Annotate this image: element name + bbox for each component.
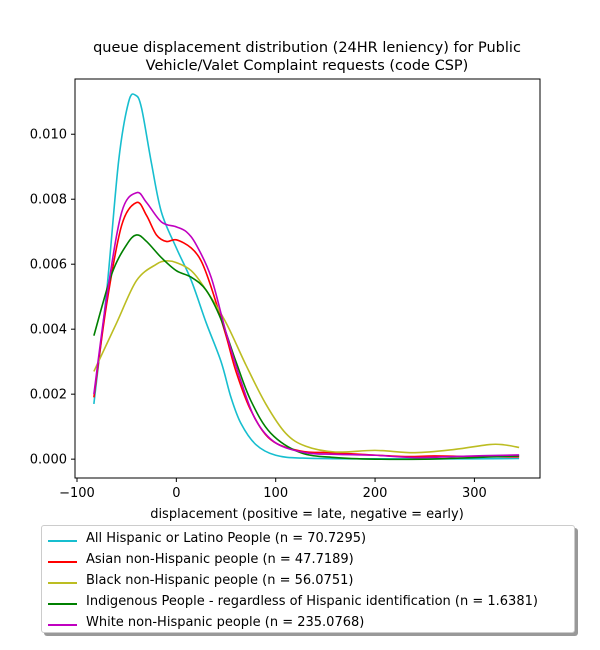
legend-label: Indigenous People - regardless of Hispan… <box>86 594 538 609</box>
x-tick-label: 100 <box>263 486 288 501</box>
series-line-4 <box>93 191 520 459</box>
y-tick-label: 0.002 <box>30 388 67 403</box>
legend-swatch <box>48 561 77 563</box>
y-tick-label: 0.008 <box>30 193 67 208</box>
legend-swatch <box>48 582 77 584</box>
x-axis: −100 0 100 200 300 <box>59 478 487 501</box>
series-line-0 <box>93 93 520 460</box>
x-tick-label: 300 <box>462 486 487 501</box>
chart-title-line-2: Vehicle/Valet Complaint requests (code C… <box>146 58 469 74</box>
y-tick-label: 0.010 <box>30 128 67 143</box>
legend-entry: Indigenous People - regardless of Hispan… <box>42 593 574 614</box>
x-tick-label: 0 <box>172 486 180 501</box>
y-tick-label: 0.004 <box>30 323 67 338</box>
legend-label: All Hispanic or Latino People (n = 70.72… <box>86 531 367 546</box>
legend-entry: Black non-Hispanic people (n = 56.0751) <box>42 572 574 593</box>
x-tick-label: −100 <box>59 486 95 501</box>
plot-area-frame <box>74 78 541 479</box>
series-line-2 <box>93 260 520 454</box>
y-tick-label: 0.000 <box>30 453 67 468</box>
legend-entry: Asian non-Hispanic people (n = 47.7189) <box>42 551 574 572</box>
y-tick-label: 0.006 <box>30 258 67 273</box>
chart-legend: All Hispanic or Latino People (n = 70.72… <box>41 525 575 633</box>
y-axis: 0.000 0.002 0.004 0.006 0.008 0.010 <box>30 128 75 468</box>
legend-swatch <box>48 603 77 605</box>
legend-label: Asian non-Hispanic people (n = 47.7189) <box>86 552 354 567</box>
legend-entry: White non-Hispanic people (n = 235.0768) <box>42 614 574 635</box>
series-line-3 <box>93 234 520 461</box>
legend-label: Black non-Hispanic people (n = 56.0751) <box>86 573 354 588</box>
legend-swatch <box>48 624 77 626</box>
series-line-1 <box>93 201 520 458</box>
legend-label: White non-Hispanic people (n = 235.0768) <box>86 615 365 630</box>
plot-series-group <box>93 93 520 461</box>
x-axis-label: displacement (positive = late, negative … <box>150 507 464 522</box>
chart-title-line-1: queue displacement distribution (24HR le… <box>93 40 521 56</box>
legend-entry: All Hispanic or Latino People (n = 70.72… <box>42 530 574 551</box>
x-tick-label: 200 <box>363 486 388 501</box>
legend-swatch <box>48 540 77 542</box>
